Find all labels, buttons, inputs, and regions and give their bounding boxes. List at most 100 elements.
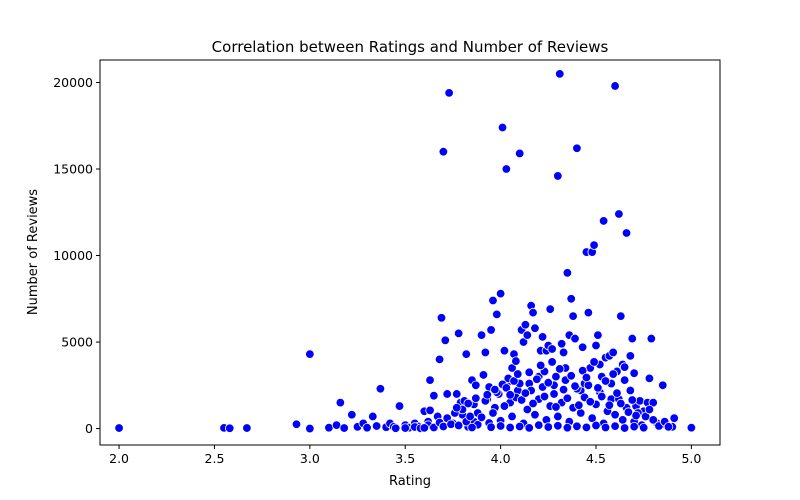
data-point <box>362 423 372 433</box>
data-point <box>556 339 567 349</box>
data-point <box>591 340 601 351</box>
data-point <box>453 420 464 431</box>
data-point <box>461 349 471 359</box>
data-point <box>646 333 657 344</box>
data-point <box>625 385 636 396</box>
data-point <box>486 422 496 432</box>
data-point <box>631 410 641 421</box>
data-point <box>598 216 609 226</box>
data-point <box>425 375 435 385</box>
data-point <box>534 420 544 430</box>
data-point <box>549 389 559 399</box>
data-point <box>581 422 592 433</box>
data-point <box>555 364 565 374</box>
data-point <box>528 307 538 318</box>
data-point <box>589 240 599 250</box>
data-point <box>629 368 639 378</box>
data-point <box>524 367 534 378</box>
x-axis: 2.0 2.5 3.0 3.5 4.0 4.5 5.0 <box>109 445 701 466</box>
data-point <box>530 323 540 333</box>
data-point <box>505 390 515 400</box>
data-point <box>425 405 435 416</box>
data-point <box>648 415 658 425</box>
data-point <box>614 209 624 219</box>
y-axis: 0 5000 10000 15000 20000 <box>53 75 100 436</box>
data-point <box>616 311 626 321</box>
data-point <box>619 423 630 433</box>
data-point <box>600 422 611 433</box>
data-point <box>581 372 592 383</box>
data-point <box>587 413 597 423</box>
data-point <box>305 423 315 434</box>
data-point <box>627 395 637 405</box>
data-point <box>438 147 449 157</box>
data-point <box>553 171 563 181</box>
data-point <box>583 380 594 391</box>
y-tick-label: 15000 <box>53 162 93 177</box>
data-point <box>612 388 622 398</box>
data-point <box>528 398 538 409</box>
data-point <box>585 397 595 407</box>
x-tick-label: 2.0 <box>109 451 129 466</box>
data-point <box>535 360 546 371</box>
data-point <box>511 356 521 366</box>
data-point <box>434 354 445 365</box>
data-point <box>488 408 498 418</box>
data-point <box>553 411 563 422</box>
x-tick-label: 2.5 <box>205 451 225 466</box>
data-point <box>429 390 439 401</box>
data-point <box>551 371 561 382</box>
y-axis-title: Number of Reviews <box>26 189 41 315</box>
y-tick-label: 10000 <box>53 248 93 263</box>
data-point <box>488 295 498 306</box>
data-point <box>440 335 450 346</box>
x-tick-label: 3.0 <box>300 451 320 466</box>
y-tick-label: 20000 <box>53 75 93 90</box>
data-point <box>390 423 401 433</box>
data-point <box>618 415 628 425</box>
y-tick-label: 5000 <box>61 335 93 350</box>
data-point <box>452 403 462 413</box>
data-point <box>446 419 456 429</box>
data-point <box>644 373 655 384</box>
data-point <box>545 304 555 314</box>
data-point <box>394 401 405 411</box>
data-point <box>335 397 346 408</box>
data-point <box>524 423 534 433</box>
data-point <box>495 288 506 299</box>
data-point <box>490 384 500 395</box>
plot-area-frame <box>99 59 721 446</box>
data-point <box>635 396 645 406</box>
data-point <box>625 351 636 361</box>
data-point <box>555 69 565 79</box>
data-point <box>610 421 620 431</box>
data-point <box>225 423 235 433</box>
data-point <box>562 393 573 403</box>
data-point <box>589 357 599 367</box>
data-point <box>608 369 618 379</box>
data-point <box>499 401 510 411</box>
data-point <box>375 384 386 394</box>
data-point <box>562 423 573 433</box>
x-tick-label: 4.0 <box>491 451 511 466</box>
data-point <box>583 307 594 318</box>
data-point <box>471 393 481 403</box>
data-point <box>570 381 580 391</box>
points-layer <box>114 69 697 434</box>
data-point <box>572 421 582 432</box>
data-point <box>492 309 502 320</box>
data-point <box>442 389 452 399</box>
data-point <box>543 378 554 388</box>
data-point <box>486 325 496 335</box>
data-point <box>600 376 611 386</box>
data-point <box>619 375 630 385</box>
data-point <box>463 398 473 409</box>
data-point <box>623 407 634 417</box>
data-point <box>476 330 487 340</box>
data-point <box>505 422 515 433</box>
data-point <box>551 402 561 412</box>
data-point <box>513 369 523 379</box>
data-point <box>371 421 382 431</box>
